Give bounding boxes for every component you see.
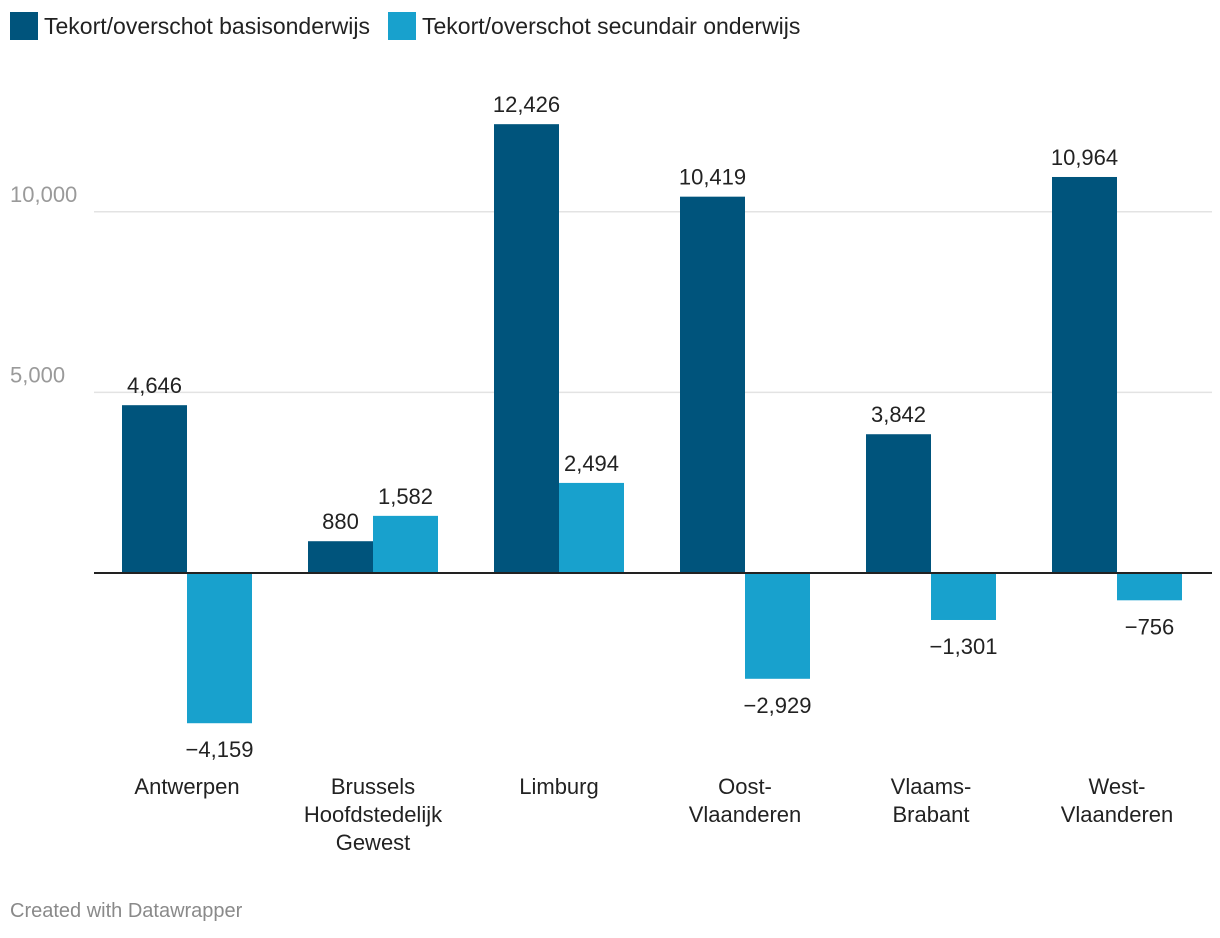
data-label: −756	[1125, 614, 1175, 639]
data-label: 10,419	[679, 165, 746, 190]
bar	[122, 405, 187, 573]
bar	[187, 573, 252, 724]
bar	[308, 541, 373, 573]
category-label: Vlaanderen	[1061, 802, 1174, 827]
data-label: −2,929	[744, 693, 812, 718]
legend-swatch-secundair	[387, 12, 416, 40]
bar	[866, 434, 931, 573]
bar	[745, 573, 810, 679]
legend-item-basisonderwijs: Tekort/overschot basisonderwijs	[10, 12, 370, 40]
category-label: Oost-	[718, 774, 772, 799]
category-label: West-	[1088, 774, 1145, 799]
legend-item-secundair: Tekort/overschot secundair onderwijs	[387, 12, 801, 40]
data-label: −1,301	[930, 634, 998, 659]
data-label: 4,646	[127, 373, 182, 398]
data-label: 10,964	[1051, 145, 1118, 170]
data-label: 880	[322, 509, 359, 534]
data-label: 1,582	[378, 484, 433, 509]
legend-label-secundair: Tekort/overschot secundair onderwijs	[421, 12, 801, 39]
legend-label-basisonderwijs: Tekort/overschot basisonderwijs	[44, 12, 370, 39]
legend-swatch-basisonderwijs	[10, 12, 38, 40]
category-label: Vlaams-	[891, 774, 972, 799]
bar	[680, 196, 745, 574]
data-label: 3,842	[871, 402, 926, 427]
bar	[1117, 573, 1182, 601]
y-tick-label: 10,000	[10, 182, 77, 207]
bar	[373, 515, 438, 573]
bar	[559, 482, 624, 573]
category-label: Antwerpen	[134, 774, 239, 799]
category-label: Gewest	[336, 830, 411, 855]
data-label: 2,494	[564, 451, 619, 476]
category-label: Limburg	[519, 774, 598, 799]
category-label: Brabant	[892, 802, 969, 827]
y-tick-label: 5,000	[10, 362, 65, 387]
data-label: 12,426	[493, 92, 560, 117]
bar	[494, 124, 559, 573]
data-label: −4,159	[186, 737, 254, 762]
bar	[931, 573, 996, 620]
category-label: Vlaanderen	[689, 802, 802, 827]
credit-text: Created with Datawrapper	[10, 900, 243, 922]
bar-chart: 5,000 10,000 4,646 880 12,426 10,419 3,842 10,9…	[10, 92, 1212, 855]
legend: Tekort/overschot basisonderwijs Tekort/o…	[10, 12, 818, 40]
category-label: Brussels	[331, 774, 415, 799]
bar	[1052, 176, 1117, 573]
category-label: Hoofdstedelijk	[304, 802, 443, 827]
